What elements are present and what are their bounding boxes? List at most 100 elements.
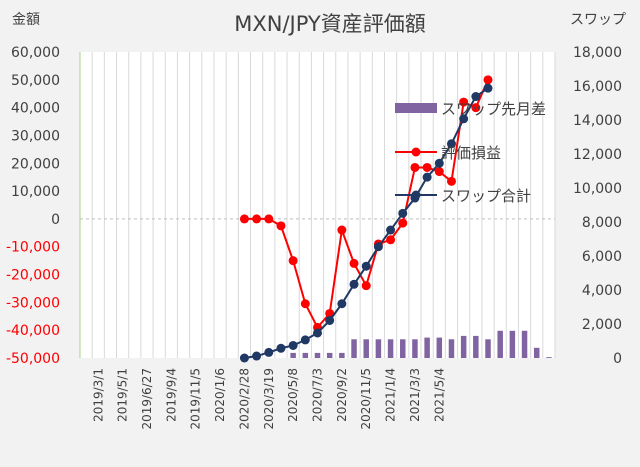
bar [387,339,394,358]
bar [546,357,552,358]
left-tick-label: 40,000 [11,101,60,117]
data-point [410,162,420,172]
x-tick-label: 2019/5/1 [116,368,130,422]
bar [497,330,503,358]
data-point [276,221,286,231]
data-point [300,335,310,345]
right-tick-label: 10,000 [573,181,622,197]
data-point [288,256,298,266]
bar [400,339,406,358]
right-tick-label: 2,000 [582,317,622,333]
data-point [337,299,347,309]
right-tick-label: 4,000 [582,283,622,299]
legend-label: スワップ合計 [441,187,531,205]
data-point [349,258,359,268]
x-tick-label: 2021/3/3 [408,368,422,422]
bar [448,339,455,358]
bar [351,339,357,358]
right-tick-label: 14,000 [573,113,622,129]
x-tick-label: 2020/5/8 [286,368,300,422]
data-point [252,351,262,361]
left-tick-label: 30,000 [11,128,60,144]
data-point [313,328,322,338]
data-point [446,139,456,149]
data-point [300,299,310,309]
data-point [252,214,262,224]
x-tick-label: 2019/3/1 [91,368,105,422]
left-axis-label: 金額 [12,12,40,28]
legend-label: 評価損益 [441,144,501,162]
x-tick-label: 2020/11/5 [359,368,373,430]
data-point [349,279,359,289]
bar [326,352,333,358]
data-point [446,176,456,186]
left-tick-label: -10,000 [6,240,60,256]
x-tick-label: 2020/7/3 [311,368,325,422]
data-point [337,225,347,235]
bar [509,330,516,358]
bar [485,339,491,358]
data-point [264,214,274,224]
data-point [239,214,249,224]
bar [473,335,479,358]
left-tick-label: -20,000 [6,268,60,284]
plot-area [80,52,555,358]
left-tick-label: 10,000 [11,184,60,200]
bar [436,337,443,358]
bar [412,339,418,358]
bar [533,347,540,358]
x-tick-label: 2019/6/27 [140,368,154,430]
data-point [264,347,274,357]
legend-label: スワップ先月差 [441,100,546,118]
data-point [239,353,249,363]
data-point [459,114,469,124]
x-tick-label: 2019/9/4 [164,368,178,422]
right-tick-label: 16,000 [573,79,622,95]
bar [302,352,309,358]
right-tick-label: 12,000 [573,147,622,163]
chart-title: MXN/JPY資産評価額 [234,12,426,36]
data-point [483,75,493,85]
bar [339,352,345,358]
bar [290,352,296,358]
data-point [386,235,396,245]
data-point [398,208,408,218]
data-point [483,83,493,93]
bar [314,352,321,358]
right-tick-label: 0 [613,351,622,367]
left-tick-label: 0 [51,212,60,228]
data-point [422,172,432,182]
left-tick-label: 60,000 [11,45,60,61]
right-tick-label: 18,000 [573,45,622,61]
bar [521,330,528,358]
data-point [398,218,408,228]
x-tick-label: 2021/1/4 [384,368,398,422]
x-tick-label: 2020/9/2 [335,368,349,422]
bar [460,335,467,358]
x-tick-label: 2019/11/5 [189,368,203,430]
data-point [361,281,371,291]
legend-marker [411,190,421,200]
right-tick-label: 6,000 [582,249,622,265]
data-point [276,343,286,353]
data-point [471,92,481,102]
bar [363,339,369,358]
right-tick-label: 8,000 [582,215,622,231]
data-point [361,261,371,271]
x-tick-label: 2020/1/6 [213,368,227,422]
left-tick-label: -40,000 [6,323,60,339]
data-point [288,340,298,350]
right-axis-label: スワップ [570,12,626,28]
data-point [471,103,481,113]
legend-swatch [395,103,437,113]
left-tick-label: 50,000 [11,73,60,89]
left-tick-label: 20,000 [11,156,60,172]
x-tick-label: 2021/5/4 [432,368,446,422]
data-point [434,167,444,177]
left-tick-label: -50,000 [6,351,60,367]
data-point [386,225,396,235]
data-point [422,162,432,172]
x-tick-label: 2020/2/28 [237,368,251,430]
